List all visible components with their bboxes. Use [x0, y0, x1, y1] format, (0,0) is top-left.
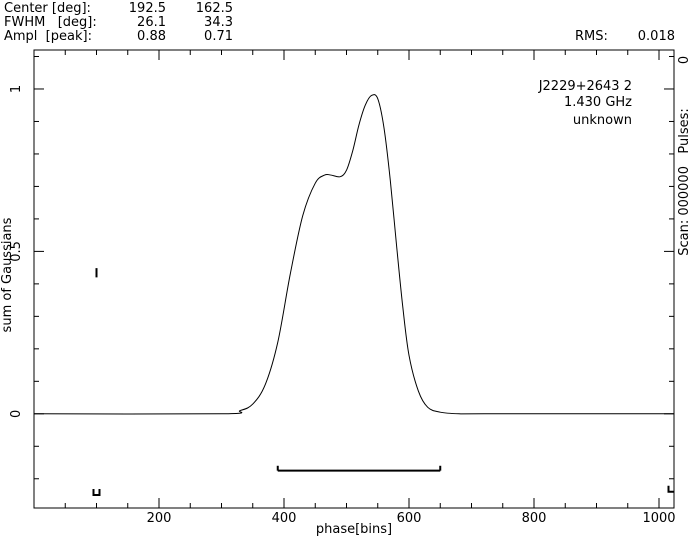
- source-frequency: 1.430 GHz: [564, 95, 632, 110]
- right-bracket-marker: [667, 485, 675, 493]
- center-value-1: 192.5: [129, 1, 166, 16]
- y-axis-tick-labels: 00.51: [9, 85, 24, 418]
- y-axis-label: sum of Gaussians: [0, 217, 15, 332]
- source-annotation: J2229+2643 2 1.430 GHz unknown: [538, 79, 632, 128]
- ampl-label: Ampl [peak]:: [4, 29, 92, 44]
- source-name: J2229+2643 2: [538, 79, 632, 94]
- x-tick-label: 800: [522, 511, 547, 526]
- gaussian-sum-curve: [33, 94, 674, 415]
- y-tick-label: 0: [9, 410, 24, 418]
- header-params: Center [deg]: 192.5 162.5 FWHM [deg]: 26…: [4, 1, 675, 44]
- fwhm-value-1: 26.1: [137, 15, 166, 30]
- ampl-value-2: 0.71: [204, 29, 233, 44]
- x-tick-label: 400: [272, 511, 297, 526]
- x-tick-label: 600: [397, 511, 422, 526]
- source-note: unknown: [573, 113, 632, 128]
- scan-pulses-label: Scan: 000000 Pulses:: [677, 108, 692, 256]
- x-axis-label: phase[bins]: [316, 522, 392, 537]
- left-bracket-marker: [92, 489, 101, 497]
- x-axis-tick-labels: 200 400 600 800 1000: [147, 511, 676, 526]
- rms-value: 0.018: [638, 29, 675, 44]
- x-tick-label: 200: [147, 511, 172, 526]
- ampl-value-1: 0.88: [137, 29, 166, 44]
- center-label: Center [deg]:: [4, 1, 91, 16]
- x-tick-label: 1000: [642, 511, 675, 526]
- fwhm-label: FWHM [deg]:: [4, 15, 97, 30]
- window-markers: [92, 268, 675, 497]
- right-top-value: 0: [677, 56, 692, 64]
- rms-label: RMS:: [575, 29, 608, 44]
- center-value-2: 162.5: [196, 1, 233, 16]
- plot-frame: [33, 49, 675, 509]
- fwhm-value-2: 34.3: [204, 15, 233, 30]
- y-tick-label: 1: [9, 85, 24, 93]
- y-tick-label: 0.5: [9, 241, 24, 262]
- x-axis-ticks: [64, 50, 660, 508]
